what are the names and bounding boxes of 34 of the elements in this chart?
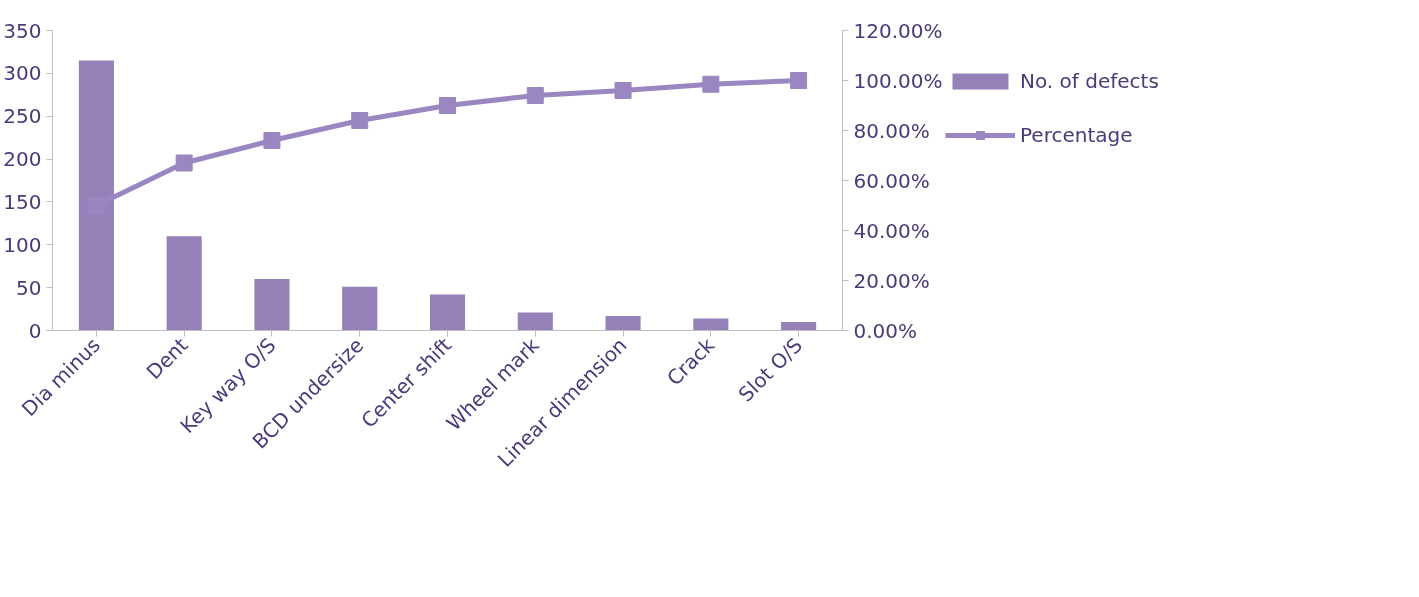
bar — [517, 312, 553, 331]
y-tick-label: 100 — [3, 232, 42, 257]
y-tick-label: 0 — [28, 318, 42, 343]
point — [526, 87, 544, 104]
legend-label: Percentage — [1020, 123, 1133, 147]
y2-tick-label: 80.00% — [853, 118, 930, 143]
point — [702, 75, 720, 93]
y-tick-label: 200 — [3, 147, 42, 172]
bar — [254, 279, 290, 331]
y-tick-label: 350 — [3, 18, 42, 43]
point — [614, 82, 632, 99]
point — [790, 72, 808, 89]
point — [175, 154, 193, 172]
bar — [342, 286, 378, 331]
point — [263, 132, 281, 149]
y2-tick-label: 20.00% — [853, 268, 930, 293]
y-tick-label: 300 — [3, 61, 42, 86]
bar — [429, 294, 466, 331]
y2-tick-label: 100.00% — [853, 68, 943, 93]
point — [439, 97, 456, 114]
y-tick-label: 250 — [3, 104, 42, 129]
bar — [605, 315, 641, 331]
y2-tick-label: 0.00% — [853, 318, 918, 343]
y2-tick-label: 120.00% — [853, 18, 943, 43]
y-tick-label: 150 — [3, 189, 42, 214]
bar — [166, 236, 202, 331]
legend-label: No. of defects — [1020, 69, 1159, 93]
y2-tick-label: 40.00% — [853, 218, 930, 243]
y-tick-label: 50 — [16, 275, 42, 300]
y2-tick-label: 60.00% — [853, 168, 930, 193]
bar — [693, 318, 729, 331]
point — [351, 112, 369, 129]
bar — [781, 321, 817, 331]
x-tick-label: Slot O/S — [733, 333, 808, 407]
